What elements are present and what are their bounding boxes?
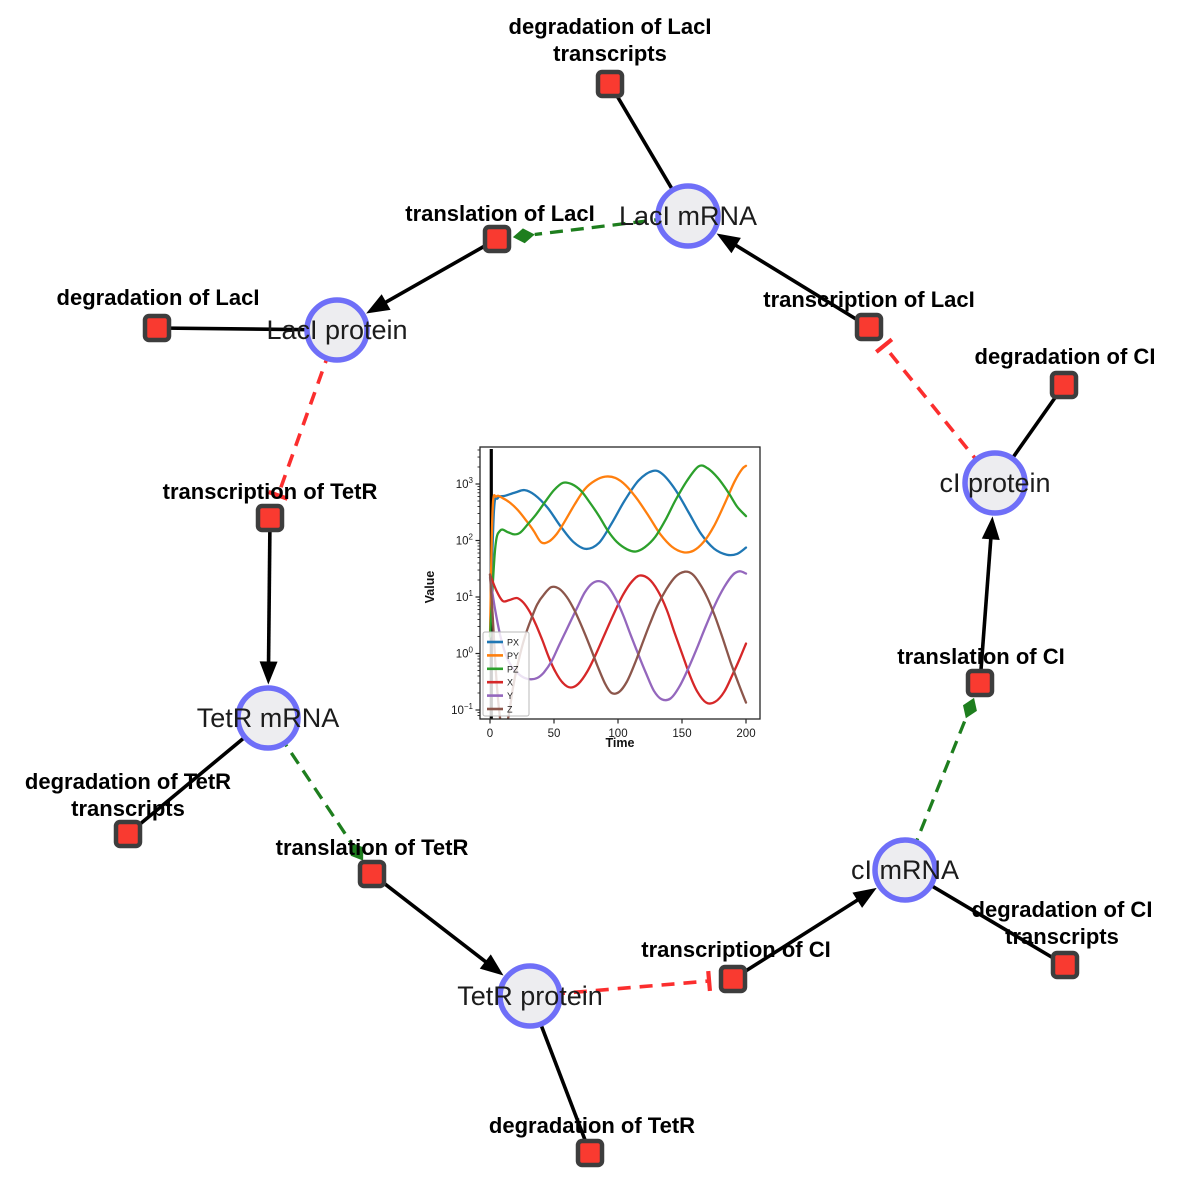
reaction-node-transcription_ci[interactable] [718,964,748,994]
y-tick-label: 101 [456,589,474,604]
species-node-tetr_mrna[interactable] [235,685,301,751]
reaction-node-degradation_ci_transcripts[interactable] [1050,950,1080,980]
species-label-laci_mrna: LacI mRNA [619,201,757,231]
edge-product-translation_ci-ci_protein-arrowhead [981,516,1000,541]
reaction-label-translation_laci: translation of LacI [405,201,594,226]
species-label-tetr_protein: TetR protein [457,981,603,1011]
legend-label-Z: Z [507,705,513,715]
x-tick-label: 100 [608,728,627,740]
edge-inhibitor-ci_protein-transcription_laci-tbar [874,337,894,354]
series-PY-line [488,464,748,638]
reaction-label-translation_ci: translation of CI [897,644,1064,669]
reaction-label-degradation_laci_transcripts-line1: degradation of LacI [509,14,712,39]
edge-inhibitor-laci_protein-transcription_tetr-tbar [267,490,289,501]
edge-inhibitor-tetr_protein-transcription_ci-tbar [706,970,713,992]
reaction-label-translation_tetr: translation of TetR [276,835,469,860]
reaction-node-translation_tetr[interactable] [357,859,387,889]
reaction-label-degradation_ci: degradation of CI [975,344,1156,369]
legend-label-PZ: PZ [507,664,519,674]
edge-product-transcription_ci-ci_mrna [732,891,870,981]
reaction-label-degradation_ci_transcripts-line1: degradation of CI [972,897,1153,922]
species-node-ci_mrna[interactable] [872,837,938,903]
reaction-label-transcription_laci: transcription of LacI [763,287,974,312]
species-node-ci_protein[interactable] [962,450,1028,516]
reaction-label-transcription_ci: transcription of CI [641,937,830,962]
species-node-tetr_protein[interactable] [497,963,563,1029]
y-tick-label: 10−1 [451,702,473,717]
species-label-tetr_mrna: TetR mRNA [197,703,340,733]
reaction-node-translation_laci[interactable] [482,224,512,254]
plot-svg: 0 50 100 150 200 103 102 101 100 10−1 PX PY PZ XYZ [451,446,761,740]
edge-product-translation_tetr-tetr_protein [370,872,497,971]
plot-x-axis-label: Time [605,736,635,750]
reaction-label-degradation_laci_transcripts-line2: transcripts [553,41,667,66]
reaction-node-degradation_tetr[interactable] [575,1138,605,1168]
edge-product-transcription_laci-laci_mrna-arrowhead [716,233,741,254]
edge-product-transcription_ci-ci_mrna-arrowhead [852,887,877,908]
species-node-laci_protein[interactable] [304,297,370,363]
species-label-ci_mrna: cI mRNA [851,855,959,885]
species-label-laci_protein: LacI protein [266,315,407,345]
x-tick-label: 200 [736,728,755,740]
edge-product-translation_ci-ci_protein [978,526,994,684]
reaction-node-degradation_ci[interactable] [1049,370,1079,400]
edge-product-translation_tetr-tetr_protein-arrowhead [479,954,504,976]
edge-product-transcription_tetr-tetr_mrna-arrowhead [259,661,278,685]
y-tick-label: 102 [456,533,474,548]
edge-modifier-laci_mrna-translation_laci-diamond [512,228,535,244]
species-label-ci_protein: cI protein [939,468,1050,498]
reaction-label-degradation_tetr_transcripts-line2: transcripts [71,796,185,821]
x-tick-label: 50 [548,728,561,740]
edge-modifier-ci_mrna-translation_ci-diamond [962,697,977,719]
legend-label-PY: PY [507,651,519,661]
plot-spines [479,446,761,720]
legend-label-Y: Y [507,691,513,701]
reaction-node-degradation_tetr_transcripts[interactable] [113,819,143,849]
legend-label-PX: PX [507,638,519,648]
reaction-label-degradation_tetr: degradation of TetR [489,1113,695,1138]
plot-y-axis-label: Value [423,570,437,604]
reaction-label-transcription_tetr: transcription of TetR [163,479,378,504]
x-tick-label: 0 [487,728,493,740]
edge-product-transcription_laci-laci_mrna [724,237,870,329]
legend-box [482,631,530,717]
reaction-node-translation_ci[interactable] [965,668,995,698]
reaction-node-degradation_laci_transcripts[interactable] [595,69,625,99]
reaction-node-degradation_laci[interactable] [142,313,172,343]
edge-product-translation_laci-laci_protein [373,237,498,311]
series-PX-line [488,469,748,638]
x-tick-label: 150 [672,728,691,740]
timecourse-plot: 0 50 100 150 200 103 102 101 100 10−1 PX PY PZ X Y Z [420,436,772,772]
reaction-label-degradation_laci: degradation of LacI [57,285,260,310]
species-node-laci_mrna[interactable] [655,183,721,249]
reaction-label-degradation_tetr_transcripts-line1: degradation of TetR [25,769,231,794]
edge-modifier-tetr_mrna-translation_tetr-diamond [350,842,364,861]
reaction-label-degradation_ci_transcripts-line2: transcripts [1005,924,1119,949]
reaction-node-transcription_laci[interactable] [854,312,884,342]
reaction-node-transcription_tetr[interactable] [255,503,285,533]
series-PZ-line [488,464,748,638]
y-tick-label: 103 [456,476,474,491]
plot-legend: PX PY PZ XYZ [482,631,530,717]
legend-label-X: X [507,678,513,688]
edge-product-translation_laci-laci_protein-arrowhead [366,294,391,314]
series-X-line [488,573,748,705]
edge-product-transcription_tetr-tetr_mrna [266,517,272,675]
y-tick-label: 100 [456,646,474,661]
